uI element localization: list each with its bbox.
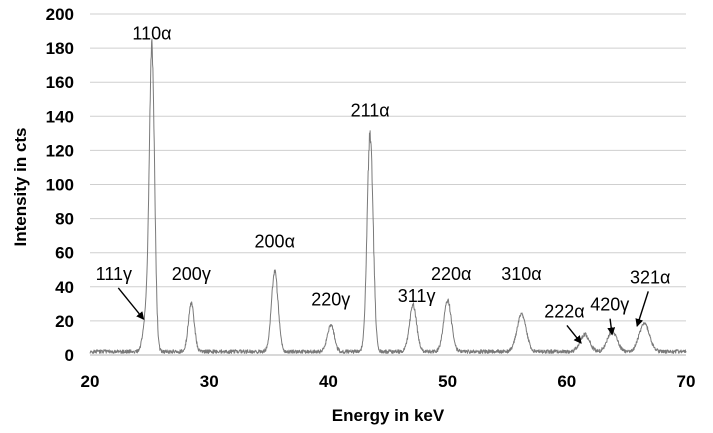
- y-tick-label-9: 180: [46, 39, 74, 58]
- annotation-arrow-11: [635, 291, 649, 327]
- x-axis-ticks: 20 30 40 50 60 70: [81, 372, 696, 391]
- y-tick-label-2: 40: [55, 278, 74, 297]
- series-line: [89, 38, 687, 354]
- peak-label-8: 111γ: [96, 264, 132, 284]
- x-tick-label-5: 70: [677, 372, 696, 391]
- x-tick-label-1: 30: [200, 372, 219, 391]
- peak-label-9: 222α: [544, 301, 584, 321]
- peak-label-2: 200α: [255, 232, 295, 252]
- peak-label-1: 200γ: [172, 264, 211, 284]
- peak-label-11: 321α: [630, 267, 670, 287]
- annotation-arrow-9: [566, 325, 582, 344]
- y-tick-label-1: 20: [55, 312, 74, 331]
- peak-label-5: 311γ: [398, 286, 436, 306]
- peak-label-6: 220α: [431, 264, 471, 284]
- y-tick-label-7: 140: [46, 107, 74, 126]
- peak-label-10: 420γ: [590, 295, 629, 315]
- gridlines: [90, 13, 686, 322]
- x-tick-label-4: 60: [557, 372, 576, 391]
- x-tick-label-0: 20: [81, 372, 100, 391]
- y-tick-label-3: 60: [55, 244, 74, 263]
- x-tick-label-3: 50: [438, 372, 457, 391]
- x-axis-title: Energy in keV: [332, 406, 445, 425]
- peak-label-3: 220γ: [311, 290, 350, 310]
- y-tick-label-6: 120: [46, 141, 74, 160]
- annotation-arrow-8: [117, 287, 145, 320]
- y-tick-label-8: 160: [46, 73, 74, 92]
- peak-label-4: 211α: [351, 100, 390, 120]
- y-tick-label-5: 100: [46, 176, 74, 195]
- peak-label-0: 110α: [132, 24, 171, 44]
- y-tick-label-10: 200: [46, 5, 74, 24]
- x-tick-label-2: 40: [319, 372, 338, 391]
- peak-label-7: 310α: [501, 264, 541, 284]
- y-tick-label-4: 80: [55, 210, 74, 229]
- y-axis-ticks: 0 20 40 60 80 100 120 140 160 180 200: [46, 5, 74, 365]
- annotation-arrow-10: [607, 318, 616, 336]
- y-tick-label-0: 0: [65, 346, 74, 365]
- y-axis-title: Intensity in cts: [11, 127, 30, 246]
